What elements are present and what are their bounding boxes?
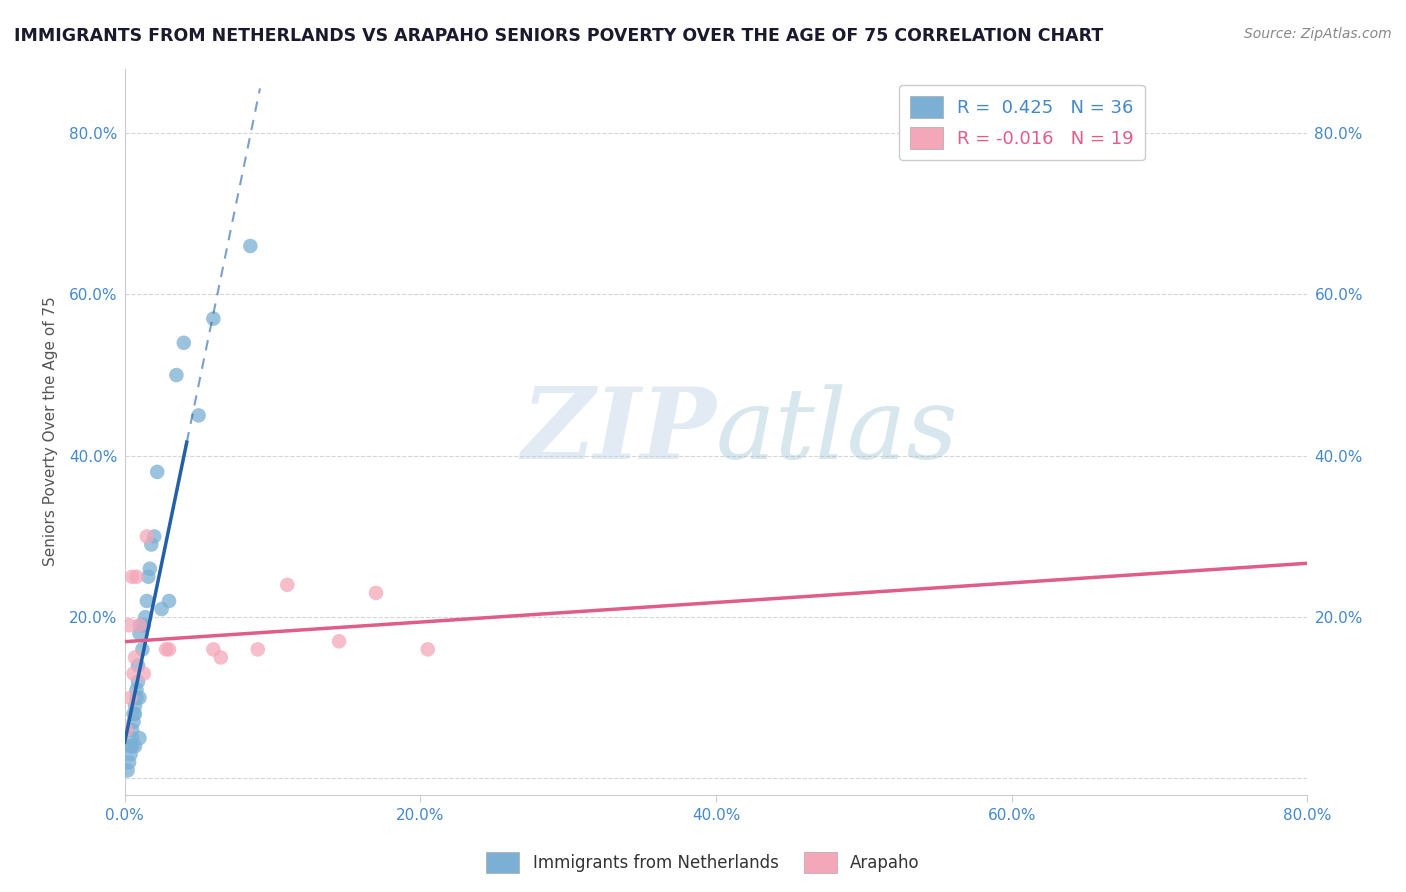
Point bbox=[364, 586, 387, 600]
Point bbox=[155, 642, 177, 657]
Point bbox=[146, 465, 169, 479]
Point bbox=[128, 618, 150, 632]
Point bbox=[118, 756, 141, 770]
Text: Source: ZipAtlas.com: Source: ZipAtlas.com bbox=[1244, 27, 1392, 41]
Point bbox=[128, 626, 150, 640]
Point bbox=[122, 666, 145, 681]
Legend: Immigrants from Netherlands, Arapaho: Immigrants from Netherlands, Arapaho bbox=[479, 846, 927, 880]
Point bbox=[143, 529, 166, 543]
Point bbox=[139, 562, 162, 576]
Point bbox=[127, 658, 149, 673]
Text: ZIP: ZIP bbox=[522, 384, 716, 480]
Point bbox=[132, 666, 155, 681]
Point bbox=[136, 570, 159, 584]
Point bbox=[202, 311, 225, 326]
Point bbox=[239, 239, 262, 253]
Point bbox=[121, 739, 143, 754]
Point bbox=[150, 602, 173, 616]
Point bbox=[187, 409, 209, 423]
Point bbox=[124, 698, 146, 713]
Point bbox=[135, 594, 157, 608]
Point bbox=[115, 723, 138, 737]
Point bbox=[125, 690, 148, 705]
Point bbox=[120, 690, 142, 705]
Point bbox=[124, 650, 146, 665]
Point bbox=[173, 335, 195, 350]
Point bbox=[125, 570, 148, 584]
Point bbox=[121, 731, 143, 745]
Point bbox=[165, 368, 187, 382]
Point bbox=[134, 610, 156, 624]
Point bbox=[202, 642, 225, 657]
Point bbox=[135, 529, 157, 543]
Point bbox=[141, 537, 163, 551]
Point bbox=[118, 618, 141, 632]
Point bbox=[124, 706, 146, 721]
Text: atlas: atlas bbox=[716, 384, 959, 479]
Point bbox=[117, 764, 139, 778]
Point bbox=[128, 731, 150, 745]
Point bbox=[157, 594, 180, 608]
Point bbox=[157, 642, 180, 657]
Point bbox=[121, 723, 143, 737]
Legend: R =  0.425   N = 36, R = -0.016   N = 19: R = 0.425 N = 36, R = -0.016 N = 19 bbox=[900, 85, 1144, 160]
Point bbox=[328, 634, 350, 648]
Point bbox=[120, 747, 142, 762]
Text: IMMIGRANTS FROM NETHERLANDS VS ARAPAHO SENIORS POVERTY OVER THE AGE OF 75 CORREL: IMMIGRANTS FROM NETHERLANDS VS ARAPAHO S… bbox=[14, 27, 1104, 45]
Point bbox=[128, 690, 150, 705]
Point bbox=[124, 739, 146, 754]
Point bbox=[122, 706, 145, 721]
Point bbox=[131, 642, 153, 657]
Point bbox=[416, 642, 439, 657]
Point bbox=[132, 618, 155, 632]
Point bbox=[122, 714, 145, 729]
Point bbox=[276, 578, 298, 592]
Point bbox=[127, 674, 149, 689]
Point bbox=[246, 642, 269, 657]
Point bbox=[209, 650, 232, 665]
Point bbox=[121, 570, 143, 584]
Point bbox=[125, 682, 148, 697]
Point bbox=[129, 618, 152, 632]
Point bbox=[120, 739, 142, 754]
Y-axis label: Seniors Poverty Over the Age of 75: Seniors Poverty Over the Age of 75 bbox=[44, 297, 58, 566]
